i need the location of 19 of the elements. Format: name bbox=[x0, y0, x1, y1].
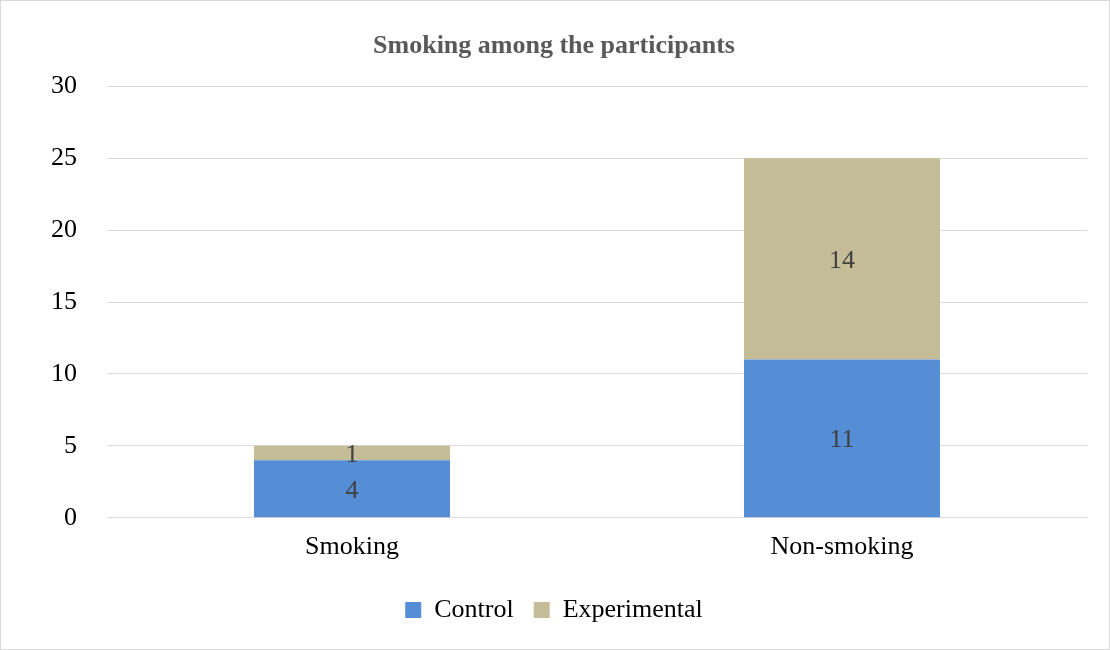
y-tick-label: 0 bbox=[64, 501, 77, 531]
x-tick-label: Smoking bbox=[305, 531, 399, 561]
data-label: 11 bbox=[829, 424, 855, 454]
bar bbox=[254, 445, 450, 461]
bar bbox=[744, 158, 940, 360]
chart-title: Smoking among the participants bbox=[373, 30, 735, 60]
legend-label: Control bbox=[434, 593, 514, 623]
data-label: 4 bbox=[345, 474, 359, 504]
bar bbox=[254, 460, 450, 518]
y-tick-label: 25 bbox=[51, 141, 77, 171]
bar bbox=[744, 359, 940, 518]
y-tick-label: 10 bbox=[51, 357, 77, 387]
legend-label: Experimental bbox=[562, 593, 703, 623]
y-tick-label: 15 bbox=[51, 285, 77, 315]
y-tick-label: 5 bbox=[64, 429, 77, 459]
y-tick-label: 30 bbox=[51, 70, 77, 100]
data-label: 14 bbox=[829, 244, 855, 274]
y-tick-label: 20 bbox=[51, 213, 77, 243]
x-tick-label: Non-smoking bbox=[770, 531, 914, 561]
